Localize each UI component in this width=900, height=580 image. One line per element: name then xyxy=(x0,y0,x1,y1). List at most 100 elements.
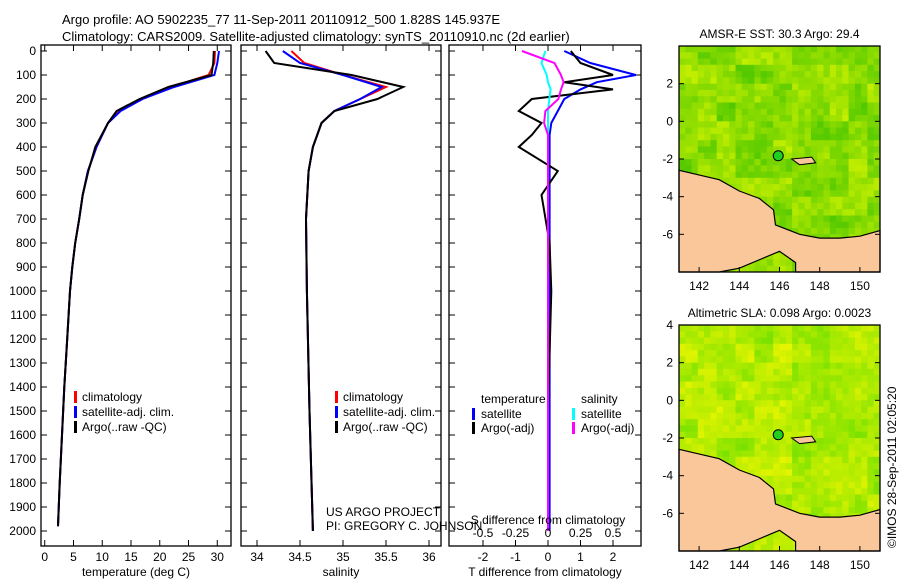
series-line-satellite-adj-clim- xyxy=(282,50,385,532)
map-cell xyxy=(804,375,812,382)
map-cell xyxy=(842,488,850,495)
map-cell xyxy=(867,381,875,389)
map-cell xyxy=(748,265,755,273)
map-cell xyxy=(779,71,787,78)
map-cell xyxy=(810,325,818,332)
map-cell xyxy=(785,387,793,395)
map-cell xyxy=(792,350,799,357)
map-cell xyxy=(735,362,743,370)
map-cell xyxy=(691,115,699,122)
map-cell xyxy=(716,350,724,357)
map-cell xyxy=(842,165,850,173)
map-cell xyxy=(823,412,831,420)
map-cell xyxy=(773,425,780,433)
map-cell xyxy=(760,412,768,420)
map-cell xyxy=(817,152,824,160)
map-cell xyxy=(760,450,768,458)
map-cell xyxy=(810,202,818,210)
map-cell xyxy=(848,64,856,72)
map-cell xyxy=(861,450,868,458)
legend-label: Argo(..raw -QC) xyxy=(343,420,428,434)
map-cell xyxy=(804,171,812,179)
x-tick-label: 36 xyxy=(422,550,436,564)
map-cell xyxy=(691,337,699,345)
map-cell xyxy=(773,456,780,464)
map-cell xyxy=(729,394,737,401)
map-cell xyxy=(867,438,875,445)
map-cell xyxy=(773,184,780,191)
map-cell xyxy=(817,412,824,420)
map-cell xyxy=(766,177,774,185)
x-tick-label: 146 xyxy=(769,279,789,293)
map-cell xyxy=(854,337,862,345)
map-cell xyxy=(867,362,875,370)
map-cell xyxy=(704,89,711,97)
map-cell xyxy=(804,71,812,78)
map-cell xyxy=(741,419,749,426)
map-cell xyxy=(861,387,868,395)
map-cell xyxy=(792,331,799,339)
map-cell xyxy=(836,209,843,216)
map-cell xyxy=(741,77,749,85)
map-cell xyxy=(867,108,875,116)
map-cell xyxy=(760,431,768,439)
map-cell xyxy=(798,450,806,458)
map-cell xyxy=(810,121,818,129)
map-cell xyxy=(773,253,780,260)
map-cell xyxy=(854,375,862,382)
map-cell xyxy=(829,456,837,464)
map-cell xyxy=(867,350,875,357)
map-cell xyxy=(867,228,875,235)
map-cell xyxy=(842,89,850,97)
map-cell xyxy=(741,171,749,179)
map-cell xyxy=(773,46,780,53)
map-cell xyxy=(748,108,755,116)
map-cell xyxy=(804,406,812,414)
map-cell xyxy=(867,77,875,85)
map-cell xyxy=(842,368,850,376)
map-cell xyxy=(861,52,868,60)
map-cell xyxy=(792,209,799,216)
map-cell xyxy=(779,325,787,332)
map-cell xyxy=(842,159,850,166)
map-cell xyxy=(748,159,755,166)
map-cell xyxy=(716,146,724,154)
map-cell xyxy=(741,121,749,129)
map-cell xyxy=(798,387,806,395)
map-cell xyxy=(798,52,806,60)
map-cell xyxy=(785,337,793,345)
map-cell xyxy=(766,394,774,401)
map-cell xyxy=(710,71,718,78)
map-cell xyxy=(754,331,762,339)
y-tick-label: 4 xyxy=(666,318,673,332)
map-cell xyxy=(741,152,749,160)
map-cell xyxy=(798,108,806,116)
map-cell xyxy=(716,140,724,147)
map-cell xyxy=(798,171,806,179)
map-cell xyxy=(854,96,862,103)
map-cell xyxy=(867,419,875,426)
map-cell xyxy=(829,400,837,408)
map-cell xyxy=(741,115,749,122)
map-cell xyxy=(823,228,831,235)
map-cell xyxy=(785,121,793,129)
legend-label: satellite xyxy=(481,407,522,421)
map-cell xyxy=(873,209,881,216)
map-cell xyxy=(854,475,862,483)
map-cell xyxy=(779,171,787,179)
map-cell xyxy=(823,159,831,166)
map-cell xyxy=(704,400,711,408)
map-cell xyxy=(810,71,818,78)
map-cell xyxy=(754,469,762,477)
map-cell xyxy=(798,127,806,135)
map-cell xyxy=(854,121,862,129)
map-cell xyxy=(817,196,824,204)
map-cell xyxy=(741,425,749,433)
map-cell xyxy=(735,412,743,420)
map-cell xyxy=(754,425,762,433)
map-cell xyxy=(792,184,799,191)
map-cell xyxy=(798,469,806,477)
map-cell xyxy=(792,159,799,166)
map-cell xyxy=(842,350,850,357)
map-cell xyxy=(748,121,755,129)
